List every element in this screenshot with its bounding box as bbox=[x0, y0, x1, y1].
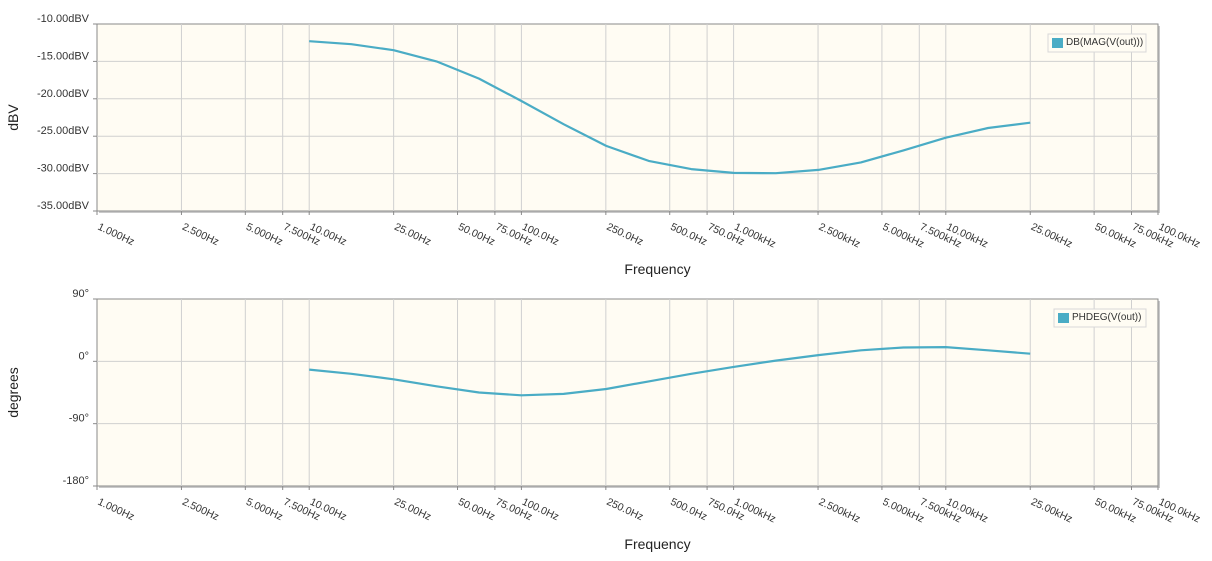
magnitude-y-tick-label: -25.00dBV bbox=[37, 125, 90, 137]
phase-data-point bbox=[647, 380, 649, 382]
magnitude-data-point bbox=[817, 169, 819, 171]
magnitude-data-point bbox=[1029, 122, 1031, 124]
phase-x-tick-label: 2.500kHz bbox=[817, 496, 862, 526]
magnitude-x-tick-label: 5.000Hz bbox=[244, 221, 285, 248]
phase-data-point bbox=[690, 373, 692, 375]
magnitude-y-tick-label: -10.00dBV bbox=[37, 13, 90, 25]
phase-data-point bbox=[987, 349, 989, 351]
phase-data-point bbox=[350, 373, 352, 375]
phase-x-tick-label: 25.00kHz bbox=[1029, 496, 1074, 526]
phase-data-point bbox=[392, 378, 394, 380]
phase-data-point bbox=[1029, 353, 1031, 355]
magnitude-y-tick-label: -20.00dBV bbox=[37, 88, 90, 100]
magnitude-data-point bbox=[605, 145, 607, 147]
magnitude-legend-swatch bbox=[1052, 38, 1063, 48]
magnitude-data-point bbox=[647, 160, 649, 162]
magnitude-data-point bbox=[520, 100, 522, 102]
phase-x-tick-label: 5.000kHz bbox=[881, 496, 926, 526]
phase-x-tick-label: 2.500Hz bbox=[180, 496, 221, 523]
phase-data-point bbox=[562, 393, 564, 395]
phase-data-point bbox=[732, 366, 734, 368]
phase-x-axis-title: Frequency bbox=[624, 536, 690, 552]
magnitude-data-point bbox=[860, 161, 862, 163]
phase-x-tick-label: 1.000Hz bbox=[96, 496, 137, 523]
magnitude-data-point bbox=[478, 77, 480, 79]
magnitude-data-point bbox=[562, 123, 564, 125]
phase-data-point bbox=[605, 388, 607, 390]
magnitude-x-tick-label: 5.000kHz bbox=[881, 221, 926, 251]
phase-y-axis-title: degrees bbox=[5, 367, 21, 418]
magnitude-x-tick-label: 25.00Hz bbox=[392, 221, 433, 248]
magnitude-data-point bbox=[987, 127, 989, 129]
phase-y-tick-label: 90° bbox=[72, 288, 89, 300]
magnitude-legend-box bbox=[1047, 33, 1147, 53]
magnitude-y-tick-label: -15.00dBV bbox=[37, 50, 90, 62]
magnitude-x-tick-label: 1.000Hz bbox=[96, 221, 137, 248]
phase-chart: 90°0°-90°-180°1.000Hz 2.500Hz 5.000Hz7.500… bbox=[5, 288, 1202, 552]
magnitude-x-tick-label: 50.00Hz bbox=[456, 221, 497, 248]
magnitude-data-point bbox=[732, 172, 734, 174]
phase-x-tick-label: 5.000Hz bbox=[244, 496, 285, 523]
phase-data-point bbox=[817, 354, 819, 356]
phase-x-tick-label: 500.0Hz bbox=[668, 496, 709, 523]
magnitude-y-tick-label: -30.00dBV bbox=[37, 163, 90, 175]
magnitude-x-tick-label: 25.00kHz bbox=[1029, 221, 1074, 251]
magnitude-data-point bbox=[902, 149, 904, 151]
phase-series-line bbox=[309, 346, 1031, 397]
magnitude-x-axis-title: Frequency bbox=[624, 261, 690, 277]
phase-data-point bbox=[860, 349, 862, 351]
phase-y-tick-label: -90° bbox=[69, 413, 89, 425]
phase-data-point bbox=[902, 346, 904, 348]
magnitude-data-point bbox=[392, 49, 394, 51]
magnitude-x-tick-label: 50.00kHz bbox=[1093, 221, 1138, 251]
phase-x-tick-label: 50.00Hz bbox=[456, 496, 497, 523]
phase-data-point bbox=[435, 385, 437, 387]
phase-x-tick-label: 50.00kHz bbox=[1093, 496, 1138, 526]
magnitude-data-point bbox=[690, 168, 692, 170]
phase-data-point bbox=[945, 346, 947, 348]
magnitude-x-tick-label: 250.0Hz bbox=[605, 221, 646, 248]
magnitude-x-tick-label: 500.0Hz bbox=[668, 221, 709, 248]
magnitude-series-line bbox=[309, 40, 1031, 175]
magnitude-x-tick-label: 2.500kHz bbox=[817, 221, 862, 251]
phase-y-tick-label: -180° bbox=[63, 475, 89, 487]
phase-data-point bbox=[520, 394, 522, 396]
magnitude-data-point bbox=[308, 40, 310, 42]
magnitude-y-axis-title: dBV bbox=[5, 104, 21, 131]
phase-legend-label: PHDEG(V(out)) bbox=[1072, 312, 1141, 323]
phase-data-point bbox=[308, 368, 310, 370]
magnitude-legend-label: DB(MAG(V(out))) bbox=[1066, 37, 1143, 48]
phase-y-tick-label: 0° bbox=[78, 350, 89, 362]
magnitude-data-point bbox=[350, 43, 352, 45]
magnitude-data-point bbox=[435, 60, 437, 62]
phase-plot-area bbox=[96, 298, 1159, 487]
phase-x-tick-label: 25.00Hz bbox=[392, 496, 433, 523]
phase-data-point bbox=[478, 391, 480, 393]
magnitude-y-tick-label: -35.00dBV bbox=[37, 200, 90, 212]
magnitude-data-point bbox=[945, 136, 947, 138]
phase-legend-box bbox=[1053, 308, 1147, 328]
magnitude-chart: -10.00dBV -15.00dBV -20.00dBV -25.00dBV -30.… bbox=[5, 13, 1202, 277]
magnitude-plot-area bbox=[96, 23, 1159, 212]
phase-x-tick-label: 250.0Hz bbox=[605, 496, 646, 523]
magnitude-data-point bbox=[775, 172, 777, 174]
magnitude-x-tick-label: 2.500Hz bbox=[180, 221, 221, 248]
phase-data-point bbox=[775, 359, 777, 361]
phase-legend-swatch bbox=[1058, 313, 1069, 323]
